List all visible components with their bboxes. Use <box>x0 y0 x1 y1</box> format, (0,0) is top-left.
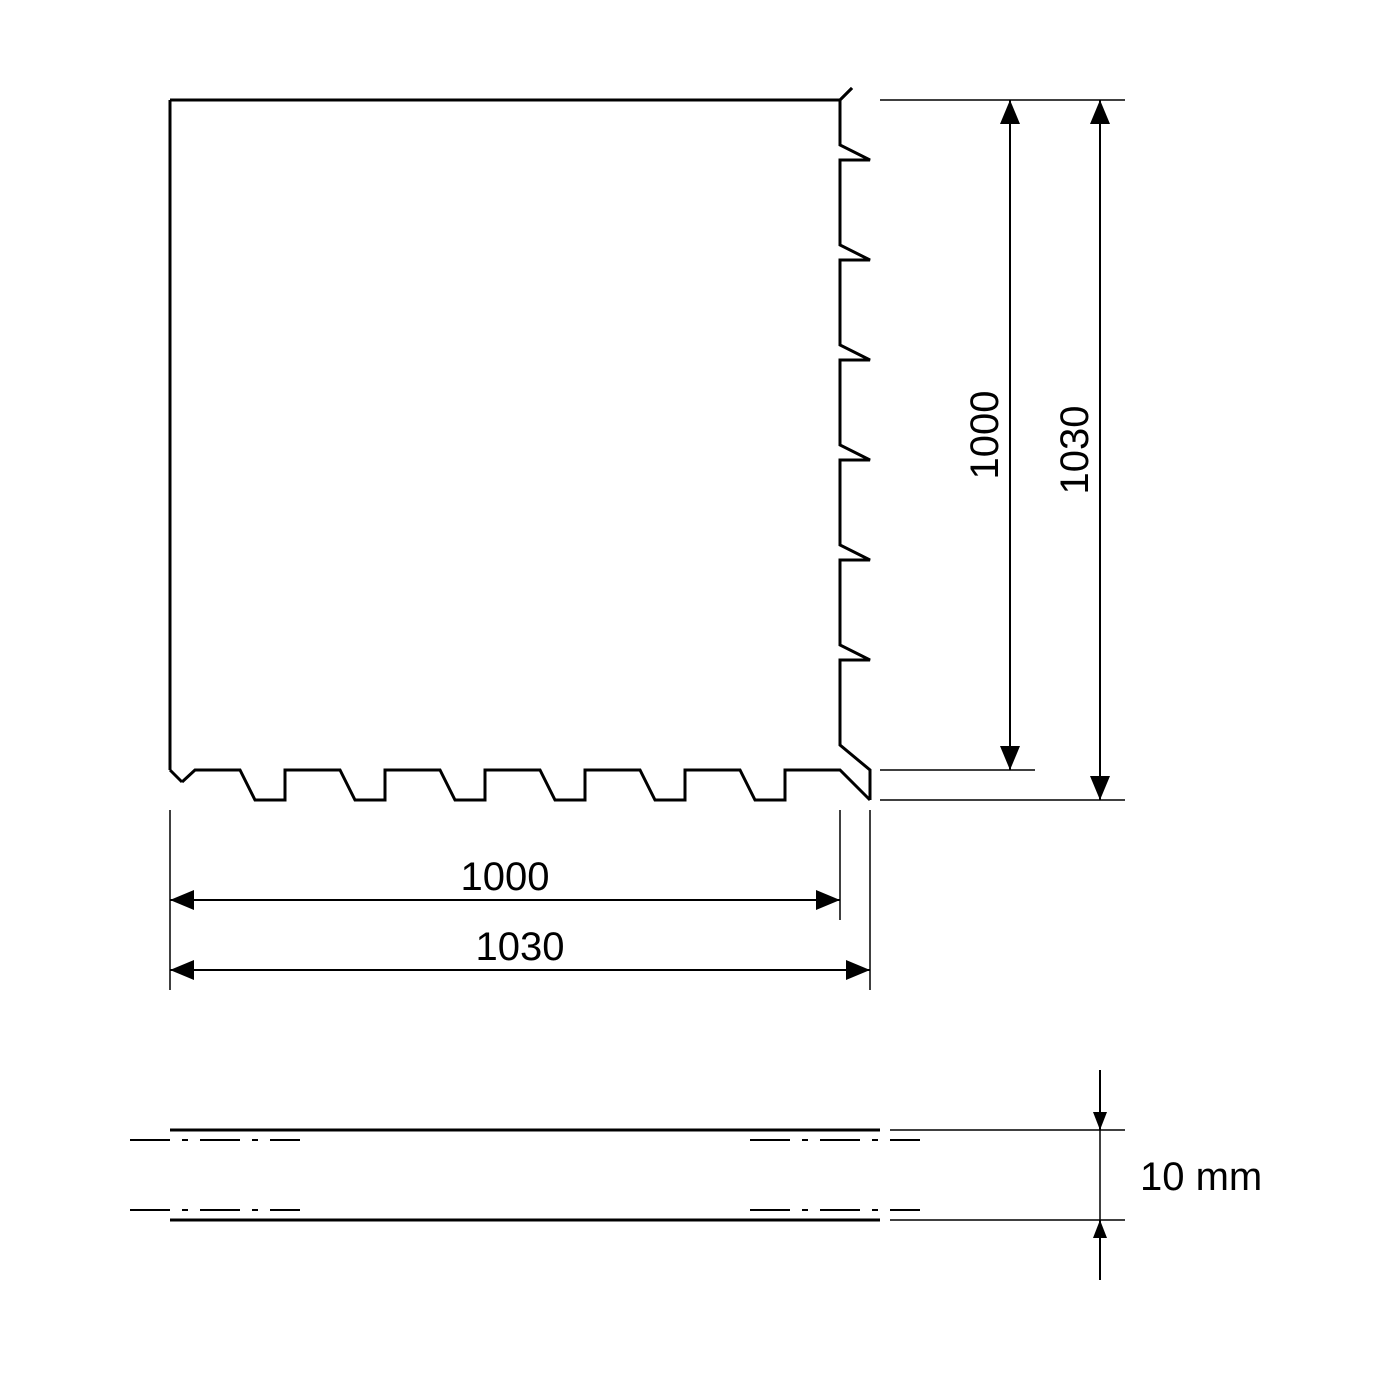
width-inner-label: 1000 <box>461 855 550 899</box>
drawing-svg: 1000 1030 1000 1030 <box>0 0 1400 1400</box>
technical-drawing-container: 1000 1030 1000 1030 <box>0 0 1400 1400</box>
width-outer-label: 1030 <box>476 925 565 969</box>
tile-side-view <box>130 1130 920 1220</box>
dim-width-inner: 1000 <box>170 810 840 920</box>
right-edge-tabs <box>840 88 870 800</box>
bottom-edge-tabs <box>182 770 870 800</box>
thickness-label: 10 mm <box>1140 1155 1262 1199</box>
height-outer-label: 1030 <box>1053 406 1097 495</box>
tile-top-view <box>170 88 870 800</box>
dim-thickness: 10 mm <box>890 1070 1262 1280</box>
height-inner-label: 1000 <box>963 391 1007 480</box>
dim-height-inner: 1000 <box>880 100 1035 770</box>
